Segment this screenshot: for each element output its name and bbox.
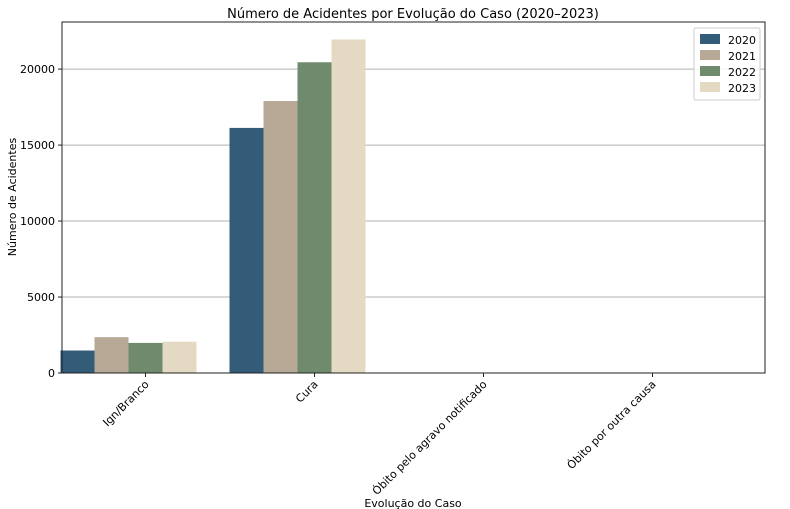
x-tick-label: Óbito por outra causa bbox=[565, 378, 659, 472]
y-tick-label: 0 bbox=[48, 367, 55, 380]
y-tick-label: 15000 bbox=[20, 139, 55, 152]
y-tick-label: 20000 bbox=[20, 63, 55, 76]
legend-label-2020: 2020 bbox=[728, 34, 756, 47]
bar-2023-1 bbox=[331, 39, 366, 373]
bar-2022-1 bbox=[297, 62, 332, 373]
legend: 2020 2021 2022 2023 bbox=[693, 27, 761, 101]
bar-2020-0 bbox=[60, 350, 95, 373]
y-tick-label: 5000 bbox=[27, 291, 55, 304]
chart-title: Número de Acidentes por Evolução do Caso… bbox=[227, 7, 599, 22]
x-axis-label: Evolução do Caso bbox=[364, 497, 462, 509]
x-tick-label: Óbito pelo agravo notificado bbox=[370, 378, 490, 498]
legend-label-2022: 2022 bbox=[728, 66, 756, 79]
x-tick-label: Cura bbox=[293, 378, 321, 406]
bars bbox=[60, 39, 704, 373]
legend-swatch-2023 bbox=[700, 82, 720, 92]
y-axis-ticks: 0 5000 10000 15000 20000 bbox=[20, 63, 62, 380]
y-axis-label: Número de Acidentes bbox=[6, 138, 19, 257]
x-axis-ticks: Ign/Branco Cura Óbito pelo agravo notifica… bbox=[100, 373, 659, 498]
y-tick-label: 10000 bbox=[20, 215, 55, 228]
bar-2022-0 bbox=[128, 342, 163, 373]
grid-lines bbox=[62, 68, 765, 374]
plot-area-frame bbox=[61, 21, 766, 374]
bar-2020-1 bbox=[229, 127, 264, 373]
bar-2023-0 bbox=[162, 341, 197, 373]
legend-label-2023: 2023 bbox=[728, 82, 756, 95]
legend-label-2021: 2021 bbox=[728, 50, 756, 63]
legend-swatch-2020 bbox=[700, 34, 720, 44]
legend-swatch-2022 bbox=[700, 66, 720, 76]
legend-swatch-2021 bbox=[700, 50, 720, 60]
bar-2021-0 bbox=[94, 337, 129, 373]
x-tick-label: Ign/Branco bbox=[100, 378, 151, 429]
bar-2021-1 bbox=[263, 101, 298, 373]
